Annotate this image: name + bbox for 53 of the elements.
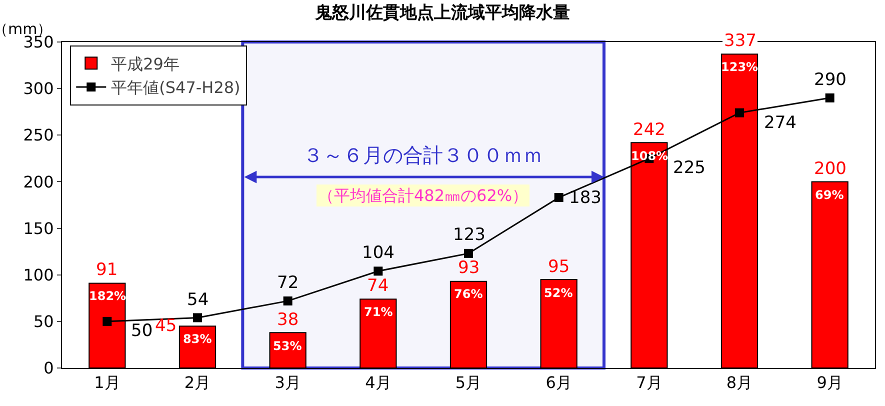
annotation: （平均値合計482㎜の62%） — [318, 186, 528, 205]
y-tick-label: 100 — [23, 265, 54, 284]
annotation: 71% — [364, 305, 393, 319]
x-tick-label: 4月 — [365, 373, 392, 392]
x-tick-label: 5月 — [455, 373, 482, 392]
legend-label: 平年値(S47-H28) — [111, 78, 240, 98]
x-tick-label: 3月 — [274, 373, 301, 392]
data-label: 93 — [458, 258, 480, 278]
y-tick-label: 200 — [23, 172, 54, 192]
data-label: 274 — [764, 113, 796, 133]
point — [102, 316, 112, 326]
data-label: 38 — [277, 310, 299, 330]
band-label: ３～６月の合計３００ｍｍ — [303, 143, 543, 167]
data-label: 290 — [814, 70, 846, 90]
data-label: 50 — [131, 321, 153, 341]
chart-title: 鬼怒川佐貫地点上流域平均降水量 — [314, 2, 570, 23]
point — [464, 248, 473, 258]
annotation: 76% — [454, 287, 483, 301]
x-tick-label: 1月 — [94, 373, 120, 392]
x-tick-label: 8月 — [726, 373, 753, 392]
annotation: 83% — [183, 332, 212, 346]
data-label: 225 — [673, 158, 706, 178]
point — [193, 313, 202, 322]
data-label: 123 — [453, 225, 486, 245]
annotation: 53% — [273, 339, 302, 353]
data-label: 337 — [724, 31, 756, 51]
data-label: 183 — [569, 188, 602, 208]
data-label: 200 — [814, 159, 846, 179]
y-tick-label: 50 — [33, 312, 54, 332]
data-label: 91 — [96, 260, 118, 280]
point — [554, 193, 564, 202]
y-tick-label: 0 — [44, 358, 54, 378]
x-tick-label: 6月 — [546, 373, 572, 392]
data-label: 45 — [155, 316, 177, 336]
point — [735, 108, 744, 118]
annotation: 52% — [544, 286, 573, 300]
data-label: 104 — [362, 243, 394, 263]
data-label: 74 — [367, 276, 389, 296]
point — [374, 266, 383, 276]
data-label: 72 — [277, 273, 299, 293]
x-tick-label: 7月 — [636, 373, 662, 392]
y-tick-label: 150 — [23, 218, 54, 238]
x-tick-label: 2月 — [184, 373, 211, 392]
data-label: 54 — [187, 290, 209, 310]
data-label: 95 — [548, 257, 570, 277]
y-tick-label: 250 — [23, 126, 54, 145]
annotation: 69% — [815, 188, 844, 202]
legend-label: 平成29年 — [111, 54, 180, 74]
x-tick-label: 9月 — [816, 373, 843, 392]
point — [283, 296, 292, 306]
point — [825, 93, 834, 102]
y-tick-label: 300 — [23, 79, 54, 98]
data-label: 242 — [633, 120, 666, 140]
